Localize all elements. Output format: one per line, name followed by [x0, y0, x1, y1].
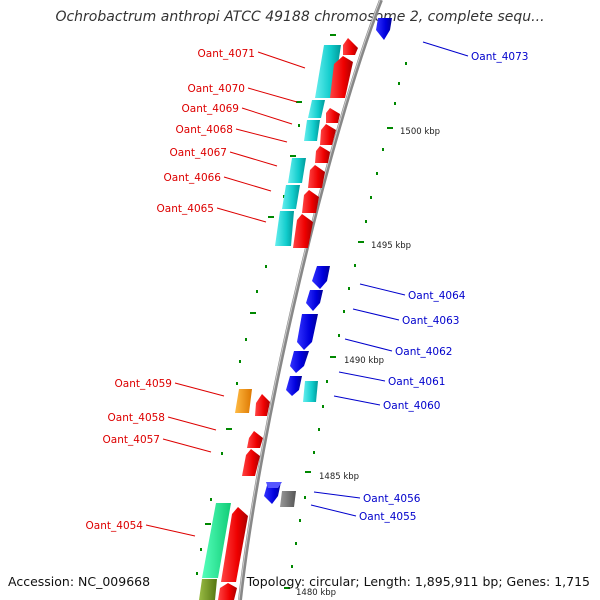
gene-label: Oant_4059 — [115, 378, 172, 390]
gene-oant-4070-red[interactable] — [330, 56, 353, 98]
scale-label: 1495 kbp — [371, 241, 411, 251]
gene-oant-4066[interactable] — [282, 185, 300, 209]
gene-oant-4066-red[interactable] — [308, 165, 325, 188]
gene-oant-4061[interactable] — [290, 351, 309, 373]
gene-label: Oant_4057 — [103, 434, 160, 446]
gene-label: Oant_4060 — [383, 400, 440, 412]
scale-label: 1480 kbp — [296, 588, 336, 598]
gene-oant-4065b-red[interactable] — [293, 214, 313, 248]
gene-oant-4054-green[interactable] — [202, 503, 231, 578]
gene-oant-4067[interactable] — [288, 158, 306, 183]
gene-label: Oant_4056 — [363, 493, 421, 505]
gene-label: Oant_4067 — [170, 147, 227, 159]
gene-labels-right: Oant_4073 Oant_4064 Oant_4063 Oant_4062 … — [359, 51, 528, 523]
gene-oant-4068-red[interactable] — [320, 124, 336, 145]
gene-oant-4060[interactable] — [303, 381, 318, 402]
gene-label: Oant_4068 — [176, 124, 233, 136]
gene-label: Oant_4069 — [182, 103, 239, 115]
gene-oant-4059-orange[interactable] — [235, 389, 252, 413]
scale-labels: 1500 kbp 1495 kbp 1490 kbp 1485 kbp 1480… — [296, 127, 440, 598]
gene-label: Oant_4063 — [402, 315, 459, 327]
map-title: Ochrobactrum anthropi ATCC 49188 chromos… — [55, 9, 545, 25]
gene-label: Oant_4066 — [164, 172, 222, 184]
gene-oant-4071-red[interactable] — [343, 38, 358, 55]
gene-red-bottom[interactable] — [218, 583, 237, 600]
gene-oant-4069-red[interactable] — [326, 108, 340, 123]
gene-oant-4056b[interactable] — [266, 482, 282, 488]
scale-ticks-right — [284, 62, 407, 589]
gene-label: Oant_4064 — [408, 290, 466, 302]
gene-oant-4055[interactable] — [280, 491, 296, 507]
scale-label: 1485 kbp — [319, 472, 359, 482]
gene-label: Oant_4065 — [157, 203, 214, 215]
gene-oant-4061b[interactable] — [286, 376, 302, 396]
gene-label: Oant_4073 — [471, 51, 528, 63]
gene-label: Oant_4054 — [86, 520, 144, 532]
leader-lines-right — [310, 41, 469, 517]
gene-labels-left: Oant_4071 Oant_4070 Oant_4069 Oant_4068 … — [86, 48, 255, 532]
gene-oant-4073[interactable] — [370, 0, 393, 40]
gene-oant-4054-red[interactable] — [221, 507, 248, 582]
gene-oant-4062[interactable] — [297, 314, 318, 350]
gene-oant-4069[interactable] — [304, 120, 320, 141]
gene-label: Oant_4058 — [108, 412, 165, 424]
gene-oant-4067-red[interactable] — [315, 146, 330, 163]
chromosome-backbone — [238, 0, 383, 600]
gene-oant-4057-red[interactable] — [247, 431, 263, 448]
gene-oant-4065[interactable] — [275, 211, 294, 246]
leader-lines-left — [145, 51, 306, 537]
scale-label: 1500 kbp — [400, 127, 440, 137]
accession-label: Accession: NC_009668 — [8, 574, 151, 589]
gene-label: Oant_4062 — [395, 346, 452, 358]
gene-olive[interactable] — [199, 579, 217, 600]
gene-oant-4059-red[interactable] — [255, 394, 270, 416]
topology-summary: Topology: circular; Length: 1,895,911 bp… — [246, 574, 590, 589]
scale-label: 1490 kbp — [344, 356, 384, 366]
gene-oant-4070[interactable] — [308, 100, 325, 118]
gene-oant-4064[interactable] — [312, 266, 330, 289]
gene-oant-4057b-red[interactable] — [242, 449, 260, 476]
gene-oant-4063[interactable] — [306, 290, 323, 311]
gene-label: Oant_4071 — [198, 48, 255, 60]
gene-label: Oant_4061 — [388, 376, 445, 388]
gene-label: Oant_4070 — [188, 83, 245, 95]
gene-oant-4065-red[interactable] — [302, 190, 319, 213]
gene-label: Oant_4055 — [359, 511, 416, 523]
